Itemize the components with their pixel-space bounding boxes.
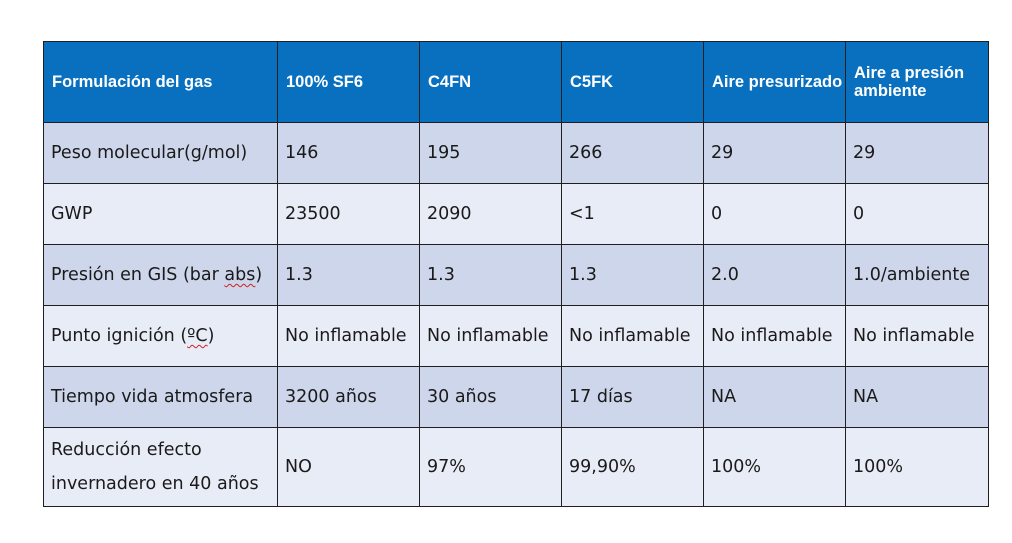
row-label: Peso molecular(g/mol) [43,122,278,184]
header-ambient-air: Aire a presión ambiente [845,41,989,123]
header-row: Formulación del gas 100% SF6 C4FN C5FK A… [43,41,989,123]
row-label-text-end: ) [255,265,263,285]
table-row-atmospheric-lifetime: Tiempo vida atmosfera 3200 años 30 años … [43,366,989,428]
table-cell: 1.3 [419,244,562,306]
table-cell: No inflamable [419,305,562,367]
table-cell: 29 [845,122,989,184]
row-label: Punto ignición (ºC) [43,305,278,367]
table-cell: 266 [561,122,704,184]
table-cell: NO [277,427,420,507]
table-cell: No inflamable [845,305,989,367]
table-row-gwp: GWP 23500 2090 <1 0 0 [43,183,989,245]
header-pressurized-air: Aire presurizado [703,41,846,123]
table-cell: No inflamable [277,305,420,367]
table-header: Formulación del gas 100% SF6 C4FN C5FK A… [43,41,989,123]
table-cell: 195 [419,122,562,184]
row-label: Reducción efecto invernadero en 40 años [43,427,278,507]
table-cell: 30 años [419,366,562,428]
table-row-greenhouse-reduction: Reducción efecto invernadero en 40 años … [43,427,989,507]
table-row-ignition-point: Punto ignición (ºC) No inflamable No inf… [43,305,989,367]
table-cell: 23500 [277,183,420,245]
table-cell: 1.3 [277,244,420,306]
row-label: GWP [43,183,278,245]
table-cell: 29 [703,122,846,184]
table-cell: NA [845,366,989,428]
row-label-text: Presión en GIS (bar [51,265,225,285]
table-row-molecular-weight: Peso molecular(g/mol) 146 195 266 29 29 [43,122,989,184]
table-cell: No inflamable [703,305,846,367]
spellcheck-marked-word: abs [224,265,256,285]
row-label: Presión en GIS (bar abs) [43,244,278,306]
table-cell: 0 [703,183,846,245]
table-cell: 146 [277,122,420,184]
table-cell: 0 [845,183,989,245]
table-cell: 1.0/ambiente [845,244,989,306]
table-cell: 2.0 [703,244,846,306]
header-c5fk: C5FK [561,41,704,123]
table-cell: No inflamable [561,305,704,367]
spellcheck-marked-word: ºC [187,326,208,346]
header-gas-formulation: Formulación del gas [43,41,278,123]
table-body: Peso molecular(g/mol) 146 195 266 29 29 … [43,122,989,507]
row-label: Tiempo vida atmosfera [43,366,278,428]
table-row-gis-pressure: Presión en GIS (bar abs) 1.3 1.3 1.3 2.0… [43,244,989,306]
table-cell: 3200 años [277,366,420,428]
row-label-text-end: ) [207,326,215,346]
header-sf6: 100% SF6 [277,41,420,123]
gas-comparison-table: Formulación del gas 100% SF6 C4FN C5FK A… [43,41,989,507]
table-cell: NA [703,366,846,428]
table-cell: 97% [419,427,562,507]
table-cell: 17 días [561,366,704,428]
table-cell: 2090 [419,183,562,245]
table-cell: 100% [703,427,846,507]
row-label-text: Punto ignición ( [51,326,188,346]
table-cell: 100% [845,427,989,507]
table-cell: 1.3 [561,244,704,306]
table-cell: <1 [561,183,704,245]
table-cell: 99,90% [561,427,704,507]
header-c4fn: C4FN [419,41,562,123]
